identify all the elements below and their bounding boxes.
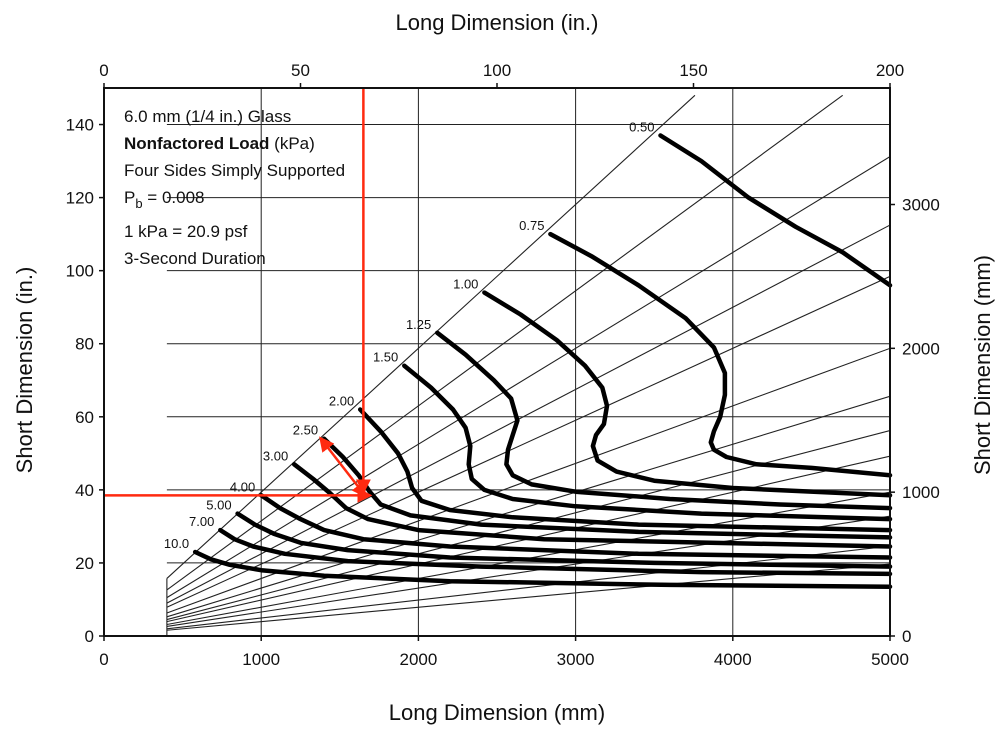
contour-4.00	[258, 493, 893, 560]
contour-10.0	[192, 549, 893, 589]
contour-2.00	[357, 407, 893, 533]
top-tick-0: 0	[99, 61, 108, 80]
bottom-tick-5000: 5000	[871, 650, 909, 669]
top-tick-150: 150	[679, 61, 707, 80]
contour-0.75	[548, 231, 893, 478]
info-load-bold: Nonfactored Load	[124, 134, 269, 153]
info-line-duration: 3-Second Duration	[124, 249, 266, 268]
right-axis-title: Short Dimension (mm)	[970, 255, 995, 475]
ratio-line-12	[166, 563, 891, 631]
top-axis-title: Long Dimension (in.)	[396, 10, 599, 35]
info-line-support: Four Sides Simply Supported	[124, 161, 345, 180]
red-annotation	[104, 88, 373, 503]
info-pb-base: P	[124, 188, 135, 207]
ratio-line-6	[166, 395, 891, 618]
right-tick-2000: 2000	[902, 339, 940, 358]
contour-1.00	[482, 290, 893, 498]
ratio-line-0	[166, 94, 696, 579]
left-tick-20: 20	[75, 554, 94, 573]
top-tick-50: 50	[291, 61, 310, 80]
info-line-pb: Pb = 0.008	[124, 188, 205, 211]
left-tick-120: 120	[66, 189, 94, 208]
info-line-glass: 6.0 mm (1/4 in.) Glass	[124, 107, 291, 126]
bottom-tick-2000: 2000	[399, 650, 437, 669]
left-tick-40: 40	[75, 481, 94, 500]
left-tick-0: 0	[85, 627, 94, 646]
bottom-tick-4000: 4000	[714, 650, 752, 669]
contour-0.50	[658, 133, 893, 288]
contour-label-4.00: 4.00	[230, 479, 255, 494]
top-tick-100: 100	[483, 61, 511, 80]
contour-1.25	[435, 330, 893, 511]
contour-1.50	[402, 363, 893, 522]
left-axis-title: Short Dimension (in.)	[12, 267, 37, 474]
left-tick-140: 140	[66, 116, 94, 135]
right-tick-1000: 1000	[902, 483, 940, 502]
info-line-conversion: 1 kPa = 20.9 psf	[124, 222, 248, 241]
info-box: 6.0 mm (1/4 in.) Glass Nonfactored Load …	[124, 107, 345, 268]
contour-label-0.50: 0.50	[629, 119, 654, 134]
bottom-tick-1000: 1000	[242, 650, 280, 669]
info-load-unit: (kPa)	[269, 134, 314, 153]
contour-label-1.50: 1.50	[373, 350, 398, 365]
bottom-axis-title: Long Dimension (mm)	[389, 700, 605, 725]
contour-5.00	[235, 511, 893, 569]
info-pb-sub: b	[135, 196, 142, 211]
info-pb-value: = 0.008	[143, 188, 205, 207]
contour-label-10.0: 10.0	[164, 536, 189, 551]
ratio-line-11	[166, 545, 891, 630]
contour-3.00	[291, 462, 893, 549]
info-line-load: Nonfactored Load (kPa)	[124, 134, 315, 153]
ratio-line-2	[166, 156, 891, 599]
bottom-tick-0: 0	[99, 650, 108, 669]
load-contours	[192, 133, 893, 589]
contour-label-7.00: 7.00	[189, 514, 214, 529]
right-tick-3000: 3000	[902, 196, 940, 215]
contour-label-1.00: 1.00	[453, 277, 478, 292]
left-tick-100: 100	[66, 262, 94, 281]
contour-label-2.00: 2.00	[329, 393, 354, 408]
annotation-diagonal	[319, 436, 367, 498]
contour-label-2.50: 2.50	[293, 423, 318, 438]
contour-label-0.75: 0.75	[519, 218, 544, 233]
top-tick-200: 200	[876, 61, 904, 80]
contour-label-1.25: 1.25	[406, 317, 431, 332]
left-tick-80: 80	[75, 335, 94, 354]
contour-7.00	[218, 527, 893, 577]
contour-label-5.00: 5.00	[206, 498, 231, 513]
contour-label-3.00: 3.00	[263, 448, 288, 463]
bottom-tick-3000: 3000	[557, 650, 595, 669]
left-tick-60: 60	[75, 408, 94, 427]
right-tick-0: 0	[902, 627, 911, 646]
contour-labels: 0.50 0.75 1.00 1.25 1.50 2.00 2.50 3.00 4.00 5.00…	[164, 119, 655, 550]
